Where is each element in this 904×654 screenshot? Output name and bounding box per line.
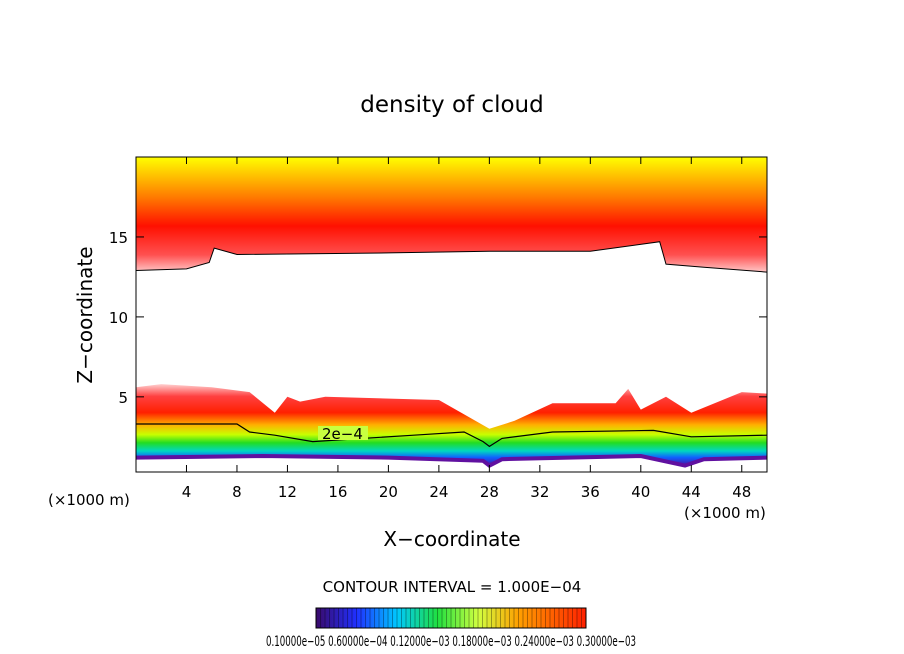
x-unit-label: (×1000 m) — [684, 504, 766, 522]
colorbar-divisions — [320, 608, 582, 628]
x-tick-label: 28 — [480, 483, 499, 501]
x-tick-label: 44 — [682, 483, 701, 501]
x-tick-label: 4 — [182, 483, 192, 501]
contour-line-2e-4 — [136, 423, 767, 448]
x-tick-label: 20 — [379, 483, 398, 501]
upper-layer-edge — [136, 241, 767, 273]
x-tick-label: 36 — [581, 483, 600, 501]
x-axis-ticks: 4 8 12 16 20 24 28 32 36 40 44 48 — [182, 157, 751, 501]
x-tick-label: 8 — [232, 483, 242, 501]
contour-interval-text: CONTOUR INTERVAL = 1.000E−04 — [323, 578, 582, 596]
y-tick-label: 10 — [109, 309, 128, 327]
x-tick-label: 24 — [429, 483, 448, 501]
x-tick-label: 40 — [631, 483, 650, 501]
y-axis-label: Z−coordinate — [73, 246, 97, 383]
upper-cloud-layer — [136, 157, 767, 273]
chart-title: density of cloud — [360, 92, 543, 118]
plot-frame — [135, 156, 768, 473]
contour-label: 2e−4 — [322, 425, 363, 443]
x-axis-label: X−coordinate — [383, 527, 520, 551]
colorbar-labels: 0.10000e−05 0.60000e−04 0.12000e−03 0.18… — [266, 634, 636, 650]
lower-cloud-layer — [136, 384, 767, 466]
y-tick-label: 15 — [109, 229, 128, 247]
x-tick-label: 48 — [732, 483, 751, 501]
y-tick-label: 5 — [118, 389, 128, 407]
cloud-bottom-edge — [136, 453, 767, 468]
x-tick-label: 16 — [328, 483, 347, 501]
y-axis-ticks: 5 10 15 — [109, 229, 767, 407]
x-tick-label: 32 — [530, 483, 549, 501]
z-unit-label: (×1000 m) — [48, 491, 130, 509]
x-tick-label: 12 — [278, 483, 297, 501]
